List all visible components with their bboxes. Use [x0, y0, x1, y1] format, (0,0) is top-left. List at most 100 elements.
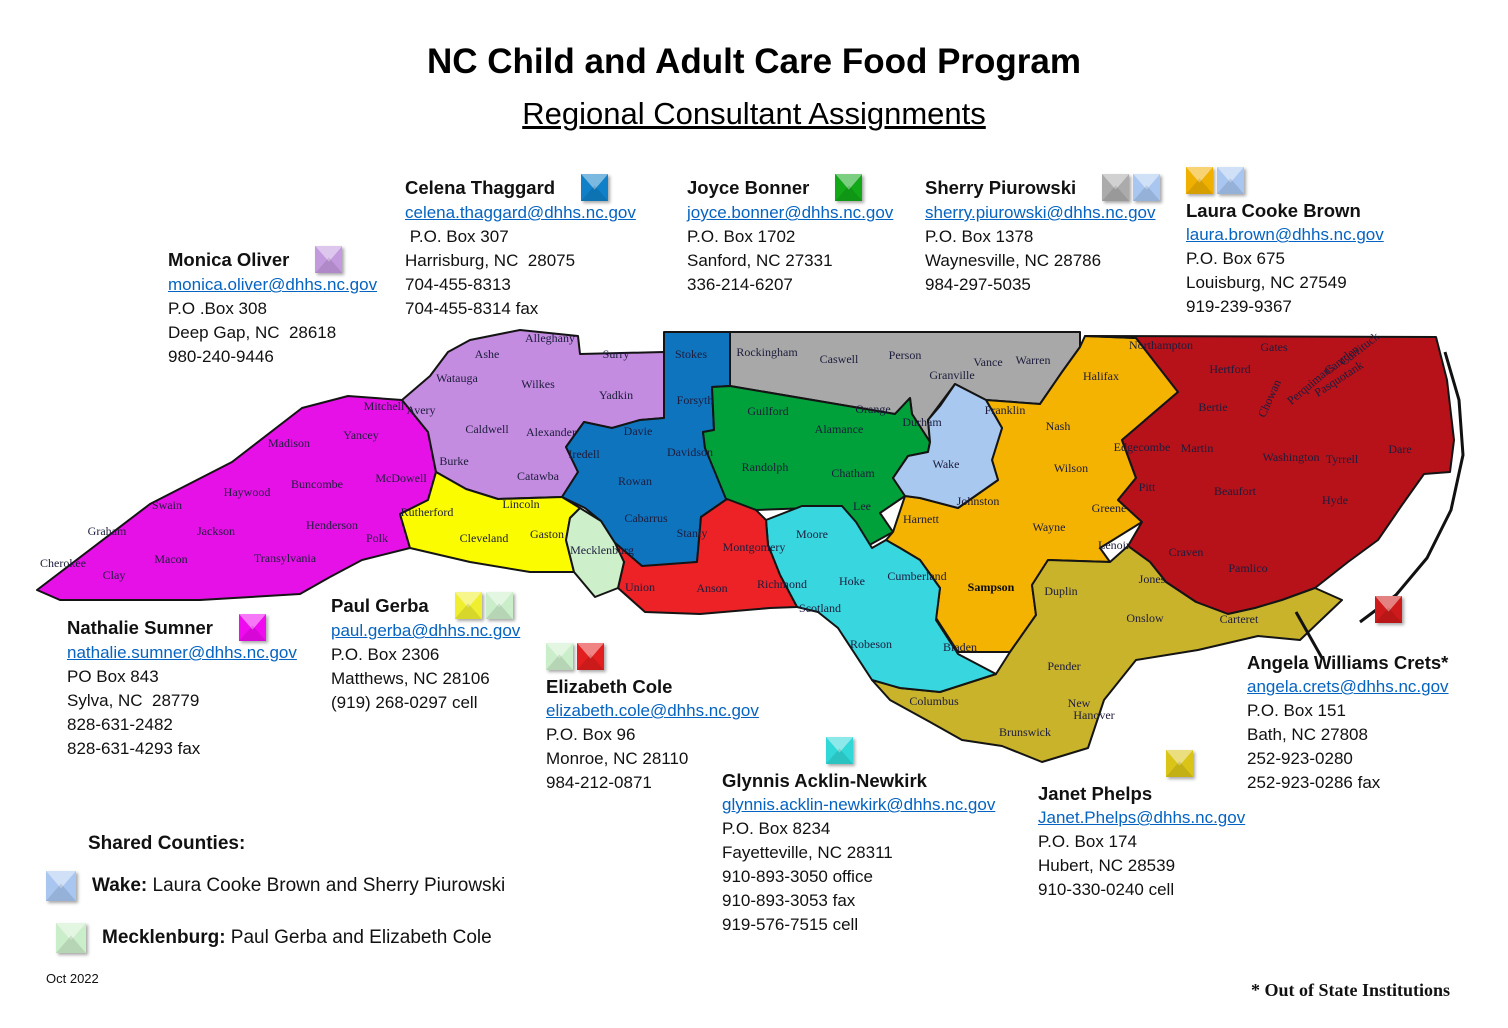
county-label-mecklenburg: Mecklenburg [570, 543, 634, 557]
county-label-madison: Madison [268, 436, 310, 450]
consultant-email[interactable]: celena.thaggard@dhhs.nc.gov [405, 203, 636, 222]
envelope-icon [581, 174, 609, 201]
envelope-icon [826, 737, 853, 764]
county-label-mcdowell: McDowell [375, 471, 427, 485]
envelope-icon [454, 592, 482, 619]
phone-line: 910-893-3050 office [722, 867, 873, 886]
envelope-icon [1166, 750, 1193, 777]
county-label-jones: Jones [1139, 572, 1166, 586]
county-label-avery: Avery [406, 403, 435, 417]
address-line: Fayetteville, NC 28311 [722, 843, 893, 862]
county-label-cherokee: Cherokee [40, 556, 86, 570]
county-label-northampton: Northampton [1129, 338, 1193, 352]
county-label-swain: Swain [152, 498, 182, 512]
phone-line: (919) 268-0297 cell [331, 693, 478, 712]
county-label-franklin: Franklin [985, 403, 1026, 417]
consultant-email[interactable]: elizabeth.cole@dhhs.nc.gov [546, 701, 759, 720]
envelope-icon [485, 592, 513, 619]
county-label-gates: Gates [1260, 340, 1288, 354]
county-label-durham: Durham [902, 415, 942, 429]
county-label-lincoln: Lincoln [502, 497, 539, 511]
shared-county-name: Wake: [92, 875, 148, 896]
contact-card-laura-cooke-brown: Laura Cooke Brown laura.brown@dhhs.nc.go… [1186, 167, 1384, 319]
county-label-alamance: Alamance [815, 422, 864, 436]
address-line: P.O. Box 2306 [331, 645, 440, 664]
consultant-name: Sherry Piurowski [925, 176, 1077, 198]
county-label-surry: Surry [603, 347, 630, 361]
address-line: P.O. Box 151 [1247, 701, 1346, 720]
county-label-hoke: Hoke [839, 574, 865, 588]
county-label-moore: Moore [796, 527, 828, 541]
envelope-icon [315, 246, 343, 273]
county-label-jackson: Jackson [197, 524, 235, 538]
county-label-cumberland: Cumberland [887, 569, 946, 583]
consultant-name: Joyce Bonner [687, 176, 810, 198]
county-label-scotland: Scotland [799, 601, 841, 615]
shared-county-wake: Wake: Laura Cooke Brown and Sherry Piuro… [46, 871, 505, 901]
fax-line: 828-631-4293 fax [67, 739, 201, 758]
region-wake [892, 383, 1003, 509]
address-line: P.O .Box 308 [168, 299, 267, 318]
cell-line: 919-576-7515 cell [722, 915, 859, 934]
shared-county-consultants: Paul Gerba and Elizabeth Cole [225, 927, 492, 948]
county-label-warren: Warren [1015, 353, 1050, 367]
county-label-graham: Graham [88, 524, 127, 538]
county-label-randolph: Randolph [742, 460, 789, 474]
consultant-email[interactable]: angela.crets@dhhs.nc.gov [1247, 677, 1449, 696]
contact-card-sherry-piurowski: Sherry Piurowski sherry.piurowski@dhhs.n… [925, 174, 1161, 297]
county-label-richmond: Richmond [757, 577, 807, 591]
county-label-forsyth: Forsyth [677, 393, 714, 407]
address-line: Deep Gap, NC 28618 [168, 323, 337, 342]
county-label-nash: Nash [1046, 419, 1071, 433]
county-label-mitchell: Mitchell [364, 399, 405, 413]
phone-line: 336-214-6207 [687, 275, 793, 294]
contact-card-paul-gerba: Paul Gerba paul.gerba@dhhs.nc.gov P.O. B… [331, 592, 520, 715]
envelope-icon [56, 923, 86, 953]
county-label-orange: Orange [855, 402, 890, 416]
county-label-henderson: Henderson [306, 518, 358, 532]
outer-banks-outline [1359, 351, 1465, 624]
consultant-email[interactable]: Janet.Phelps@dhhs.nc.gov [1038, 808, 1246, 827]
address-line: P.O. Box 675 [1186, 249, 1285, 268]
county-label-watauga: Watauga [436, 371, 478, 385]
consultant-email[interactable]: nathalie.sumner@dhhs.nc.gov [67, 643, 297, 662]
contact-card-janet-phelps: Janet Phelps Janet.Phelps@dhhs.nc.gov P.… [1038, 750, 1245, 902]
address-line: P.O. Box 1702 [687, 227, 796, 246]
contact-card-joyce-bonner: Joyce Bonner joyce.bonner@dhhs.nc.gov P.… [687, 174, 893, 297]
consultant-name: Laura Cooke Brown [1186, 200, 1361, 221]
contact-card-elizabeth-cole: Elizabeth Cole elizabeth.cole@dhhs.nc.go… [546, 643, 759, 795]
address-line: PO Box 843 [67, 667, 159, 686]
county-label-lenoir: Lenoir [1098, 538, 1130, 552]
phone-line: 984-212-0871 [546, 773, 652, 792]
county-label-brunswick: Brunswick [999, 725, 1051, 739]
county-label-greene: Greene [1092, 501, 1127, 515]
shared-county-mecklenburg: Mecklenburg: Paul Gerba and Elizabeth Co… [56, 923, 492, 953]
fax-line: 252-923-0286 fax [1247, 773, 1381, 792]
county-label-rowan: Rowan [618, 474, 652, 488]
address-line: P.O. Box 1378 [925, 227, 1034, 246]
address-line: P.O. Box 96 [546, 725, 636, 744]
county-label-caldwell: Caldwell [465, 422, 509, 436]
consultant-email[interactable]: joyce.bonner@dhhs.nc.gov [687, 203, 894, 222]
county-label-haywood: Haywood [224, 485, 271, 499]
shared-county-name: Mecklenburg: [102, 927, 226, 948]
county-label-alleghany: Alleghany [525, 331, 575, 345]
county-label-stanly: Stanly [677, 526, 708, 540]
address-line: P.O. Box 307 [405, 227, 509, 246]
envelope-icon [1186, 167, 1213, 194]
phone-line: 984-297-5035 [925, 275, 1031, 294]
phone-line: 252-923-0280 [1247, 749, 1353, 768]
envelope-icon [546, 643, 573, 670]
consultant-email[interactable]: sherry.piurowski@dhhs.nc.gov [925, 203, 1156, 222]
shared-county-consultants: Laura Cooke Brown and Sherry Piurowski [147, 875, 506, 896]
consultant-email[interactable]: glynnis.acklin-newkirk@dhhs.nc.gov [722, 795, 996, 814]
consultant-email[interactable]: paul.gerba@dhhs.nc.gov [331, 621, 521, 640]
consultant-email[interactable]: laura.brown@dhhs.nc.gov [1186, 225, 1384, 244]
address-line: P.O. Box 8234 [722, 819, 831, 838]
phone-line: 919-239-9367 [1186, 297, 1292, 316]
envelope-icon [577, 643, 604, 670]
address-line: Louisburg, NC 27549 [1186, 273, 1347, 292]
county-label-wilson: Wilson [1054, 461, 1088, 475]
consultant-email[interactable]: monica.oliver@dhhs.nc.gov [168, 275, 378, 294]
county-label-stokes: Stokes [675, 347, 707, 361]
